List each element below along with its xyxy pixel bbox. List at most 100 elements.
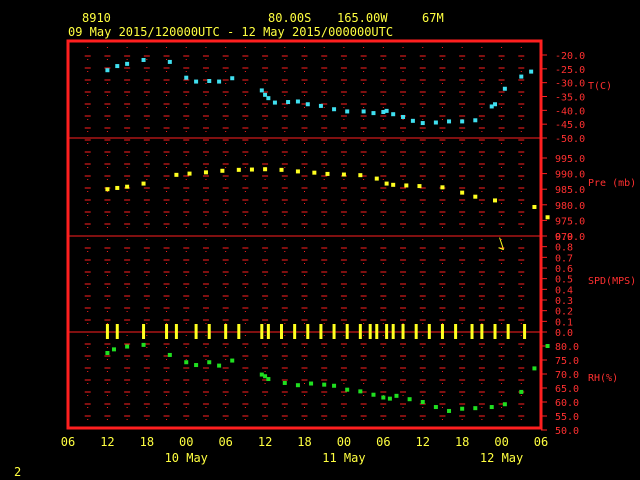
wind-bar: [454, 324, 458, 339]
rh-point: [394, 393, 399, 398]
temp-point: [184, 75, 189, 80]
wind-bar: [345, 324, 349, 339]
rh-point: [387, 396, 392, 401]
rh-point: [420, 400, 425, 404]
wind-bar: [237, 324, 241, 339]
pressure-point: [187, 171, 192, 176]
y-tick-label: -50.0: [555, 134, 585, 145]
temp-point: [217, 79, 222, 84]
y-tick-label: 0.2: [555, 307, 573, 318]
rh-point: [407, 397, 412, 402]
wind-bar: [470, 324, 474, 339]
pressure-point: [545, 215, 550, 220]
y-tick-label: 0.1: [555, 317, 573, 328]
pressure-point: [115, 185, 120, 190]
temp-point: [529, 69, 534, 74]
temp-point: [263, 92, 268, 97]
y-tick-label: 0.0: [555, 328, 573, 339]
x-axis-labels: 06 12 18 00 06 12 18 00 06 12 18 00 06 10 May 11 May 12…: [61, 435, 548, 465]
wind-bar: [319, 324, 323, 339]
rh-point: [358, 389, 363, 394]
wind-bar: [358, 324, 362, 339]
wind-bar: [293, 324, 297, 339]
y-tick-label: 990.0: [555, 170, 585, 181]
x-tick-label: 18: [140, 435, 154, 449]
rh-point: [295, 383, 300, 388]
rh-point: [447, 408, 452, 413]
rh-point: [141, 342, 146, 347]
x-tick-label: 12: [416, 435, 430, 449]
y-tick-label: 0.7: [555, 253, 573, 264]
rh-point: [345, 387, 350, 392]
rh-point: [207, 360, 212, 365]
rh-point: [545, 344, 550, 348]
rh-point: [473, 406, 478, 411]
pressure-point: [105, 187, 110, 192]
temp-point: [401, 114, 406, 119]
wind-arrow: [498, 237, 505, 251]
temp-point: [259, 88, 264, 93]
temp-point: [502, 86, 507, 91]
rh-point: [167, 352, 172, 357]
y-tick-label: 975.0: [555, 216, 585, 227]
rh-point: [519, 389, 524, 394]
latitude: 80.00S: [268, 11, 311, 25]
y-tick-label: 75.0: [555, 356, 579, 367]
y-tick-label: 0.8: [555, 243, 573, 254]
wind-bar: [440, 324, 444, 339]
temp-point: [410, 118, 415, 123]
date-label: 11 May: [322, 451, 365, 465]
wind-bar: [506, 324, 510, 339]
temp-point: [295, 99, 300, 104]
date-label: 12 May: [480, 451, 523, 465]
x-tick-label: 06: [218, 435, 232, 449]
rh-point: [502, 402, 507, 407]
x-tick-label: 18: [455, 435, 469, 449]
pressure-point: [220, 168, 225, 173]
wind-bar: [332, 324, 336, 339]
wind-bar: [142, 324, 146, 339]
x-tick-label: 00: [179, 435, 193, 449]
pressure-point: [384, 181, 389, 186]
wind-bar: [174, 324, 178, 339]
rh-point: [381, 395, 386, 400]
pressure-point: [341, 172, 346, 177]
wind-bar: [391, 324, 395, 339]
y-tick-label: 0.5: [555, 275, 573, 286]
temp-point: [519, 74, 524, 79]
wind-bar: [280, 324, 284, 339]
rh-point: [266, 377, 271, 382]
rh-point: [259, 372, 264, 377]
y-tick-label: 55.0: [555, 412, 579, 423]
y-tick-label: -25.0: [555, 65, 585, 76]
wind-bar: [375, 324, 379, 339]
y-tick-label: 65.0: [555, 384, 579, 395]
wind-bar: [115, 324, 119, 339]
station-id: 8910: [82, 11, 111, 25]
y-tick-label: 0.9: [555, 232, 573, 243]
temp-point: [230, 76, 235, 81]
pressure-point: [493, 198, 498, 203]
rh-point: [184, 360, 189, 365]
wind-bar: [401, 324, 405, 339]
rh-point: [309, 381, 314, 386]
panel-title: T(C): [588, 81, 612, 92]
y-tick-label: 80.0: [555, 342, 579, 353]
temp-point: [286, 100, 291, 105]
temp-point: [345, 109, 350, 114]
pressure-point: [460, 190, 465, 195]
page-number: 2: [14, 465, 21, 479]
longitude: 165.00W: [337, 11, 388, 25]
temp-point: [125, 61, 130, 66]
date-label: 10 May: [165, 451, 208, 465]
x-tick-label: 00: [337, 435, 351, 449]
rh-point: [322, 382, 327, 387]
pressure-point: [391, 182, 396, 187]
rh-point: [371, 392, 376, 397]
wind-bar: [260, 324, 264, 339]
x-tick-label: 12: [258, 435, 272, 449]
pressure-point: [295, 169, 300, 174]
temp-point: [207, 79, 212, 84]
y-tick-label: 995.0: [555, 154, 585, 165]
